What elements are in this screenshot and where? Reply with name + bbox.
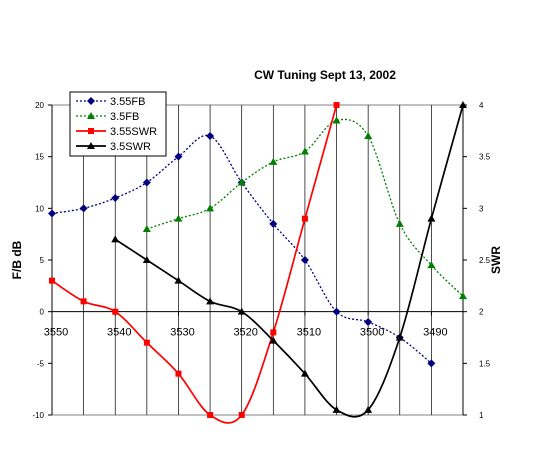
- data-point: [238, 412, 245, 418]
- data-point: [237, 178, 246, 186]
- data-point: [174, 276, 183, 284]
- legend-marker: [88, 128, 94, 134]
- left-tick-label: 10: [35, 204, 44, 213]
- data-point: [395, 219, 404, 227]
- y-axis-left-label: F/B dB: [10, 240, 24, 279]
- data-point: [364, 132, 373, 139]
- series-layer: [48, 101, 467, 424]
- legend-label: 3.55SWR: [110, 126, 157, 138]
- data-point: [300, 369, 309, 377]
- right-tick-label: 2.5: [479, 256, 491, 265]
- data-point: [364, 405, 373, 413]
- legend-label: 3.5SWR: [110, 141, 151, 153]
- data-point: [206, 297, 215, 305]
- right-axis-ticks: 4 3.5 3 2.5 2 1.5 1: [463, 101, 491, 420]
- data-point: [459, 292, 467, 300]
- data-point: [111, 235, 120, 243]
- legend-item: 3.5FB: [76, 111, 139, 123]
- left-axis-ticks: 20 15 10 5 0 -5 -10: [32, 101, 52, 420]
- data-point: [111, 194, 120, 202]
- series-2: [142, 116, 467, 300]
- legend-marker: [87, 97, 95, 105]
- data-point: [269, 336, 278, 344]
- x-tick-label: 3490: [423, 327, 447, 339]
- legend: 3.55FB 3.5FB 3.55SWR 3.5SWR: [69, 91, 167, 157]
- vertical-gridlines: [83, 105, 464, 415]
- chart-title: CW Tuning Sept 13, 2002: [254, 68, 396, 82]
- data-point: [332, 307, 341, 316]
- x-tick-label: 3540: [107, 327, 131, 339]
- left-tick-label: -10: [32, 411, 44, 420]
- left-tick-label: 5: [40, 256, 45, 265]
- data-point: [427, 261, 436, 269]
- legend-label: 3.55FB: [110, 96, 145, 108]
- x-axis-ticks: 3550 3540 3530 3520 3510 3500 3490: [44, 311, 448, 339]
- data-point: [332, 405, 341, 413]
- right-tick-label: 1: [479, 411, 484, 420]
- legend-item: 3.55SWR: [76, 126, 157, 138]
- data-point: [49, 277, 55, 284]
- x-tick-label: 3520: [233, 327, 257, 339]
- left-tick-label: 20: [35, 101, 44, 110]
- data-point: [269, 219, 278, 228]
- data-point: [79, 204, 88, 213]
- data-point: [80, 298, 87, 305]
- data-point: [207, 412, 214, 418]
- series-4: [111, 101, 467, 418]
- right-tick-label: 3: [479, 204, 484, 213]
- right-tick-label: 1.5: [479, 359, 491, 368]
- data-point: [142, 225, 151, 232]
- data-point: [175, 370, 182, 377]
- x-tick-label: 3510: [297, 327, 321, 339]
- right-tick-label: 4: [479, 101, 484, 110]
- series-3: [49, 102, 340, 424]
- data-point: [427, 359, 436, 368]
- x-tick-label: 3550: [44, 327, 68, 339]
- legend-item: 3.5SWR: [76, 141, 151, 153]
- x-tick-label: 3530: [170, 327, 194, 339]
- data-point: [112, 308, 119, 315]
- left-tick-label: 0: [40, 308, 45, 317]
- legend-label: 3.5FB: [110, 111, 139, 123]
- series-line: [146, 118, 464, 297]
- data-point: [270, 329, 277, 336]
- data-point: [174, 152, 183, 161]
- data-point: [301, 215, 308, 222]
- data-point: [142, 256, 151, 263]
- data-point: [206, 204, 215, 212]
- y-axis-right-label: SWR: [489, 246, 503, 274]
- data-point: [142, 178, 151, 187]
- legend-marker: [87, 112, 95, 119]
- data-point: [174, 214, 183, 222]
- right-tick-label: 2: [479, 308, 484, 317]
- data-point: [300, 256, 309, 264]
- data-point: [237, 307, 246, 315]
- right-tick-label: 3.5: [479, 153, 491, 162]
- data-point: [332, 116, 341, 124]
- data-point: [269, 157, 278, 165]
- legend-marker: [87, 142, 95, 149]
- data-point: [333, 102, 340, 108]
- data-point: [300, 147, 309, 155]
- left-tick-label: 15: [35, 153, 44, 162]
- data-point: [206, 132, 215, 140]
- data-point: [364, 318, 373, 326]
- data-point: [143, 339, 150, 346]
- left-tick-label: -5: [37, 359, 45, 368]
- data-point: [427, 214, 436, 222]
- x-tick-label: 3500: [360, 327, 384, 339]
- data-point: [48, 209, 56, 218]
- legend-item: 3.55FB: [76, 96, 145, 108]
- data-point: [459, 101, 467, 108]
- data-point: [395, 333, 404, 341]
